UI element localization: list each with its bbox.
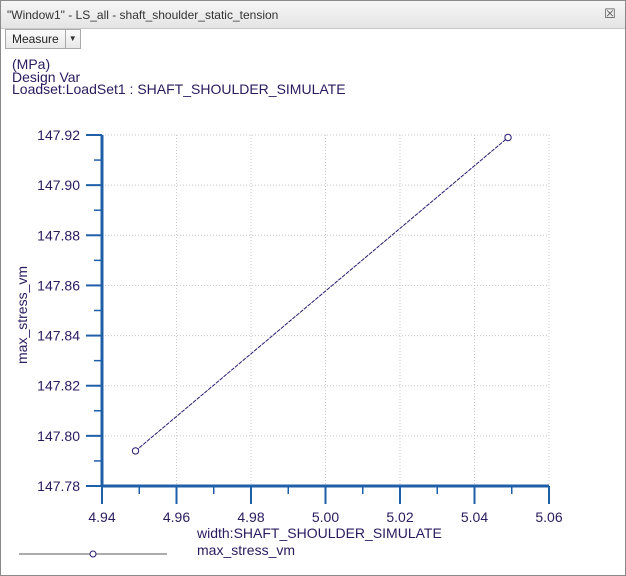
units-label: (MPa)	[12, 56, 51, 72]
window-title: "Window1" - LS_all - shaft_shoulder_stat…	[7, 8, 279, 22]
x-tick-label: 4.98	[237, 509, 264, 525]
x-axis-label: width:SHAFT_SHOULDER_SIMULATE	[196, 525, 442, 541]
x-tick-label: 5.06	[535, 509, 562, 525]
title-bar: "Window1" - LS_all - shaft_shoulder_stat…	[1, 1, 625, 29]
x-tick-label: 4.96	[163, 509, 190, 525]
x-tick-label: 5.02	[386, 509, 413, 525]
measure-button[interactable]: Measure	[5, 29, 65, 49]
y-tick-label: 147.84	[37, 328, 80, 344]
y-tick-label: 147.82	[37, 378, 80, 394]
x-tick-label: 4.94	[88, 509, 115, 525]
y-tick-label: 147.86	[37, 277, 80, 293]
loadset-label: Loadset:LoadSet1 : SHAFT_SHOULDER_SIMULA…	[12, 81, 346, 97]
data-point	[131, 447, 140, 455]
data-point	[504, 133, 512, 142]
toolbar: Measure ▼	[5, 29, 81, 51]
legend-label: max_stress_vm	[197, 542, 295, 558]
chevron-down-icon[interactable]: ▼	[64, 29, 81, 49]
legend-marker	[89, 550, 97, 558]
y-tick-label: 147.80	[37, 428, 80, 444]
y-axis-label: max_stress_vm	[14, 266, 30, 364]
ticks: 4.94 4.96 4.98 5.00 5.02 5.04 5.06 147.78 147.80…	[37, 127, 563, 525]
y-tick-label: 147.78	[37, 478, 80, 494]
design-var-label: Design Var	[12, 69, 81, 85]
y-tick-label: 147.88	[37, 227, 80, 243]
series-line	[135, 137, 509, 452]
legend: max_stress_vm	[19, 542, 295, 558]
axes	[100, 135, 549, 488]
x-tick-label: 5.04	[461, 509, 488, 525]
series-group	[131, 133, 512, 455]
close-icon[interactable]: ☒	[604, 6, 616, 21]
y-tick-label: 147.90	[37, 177, 80, 193]
y-tick-label: 147.92	[37, 127, 80, 143]
x-tick-label: 5.00	[312, 509, 339, 525]
grid	[101, 134, 550, 487]
